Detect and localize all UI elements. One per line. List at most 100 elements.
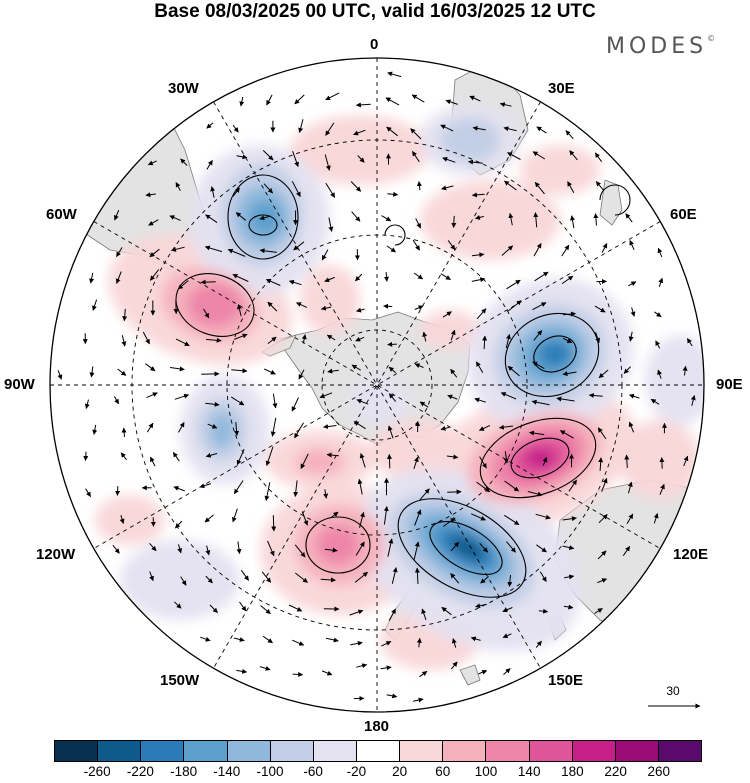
wind-arrow: [422, 331, 428, 342]
wind-arrow: [387, 71, 402, 78]
wind-arrow: [174, 393, 190, 400]
wind-arrow: [421, 608, 427, 621]
wind-arrow: [593, 213, 599, 226]
wind-arrow: [413, 541, 420, 560]
wind-arrow: [471, 277, 486, 283]
wind-arrow: [446, 454, 459, 460]
wind-arrow: [595, 332, 601, 344]
wind-arrow: [201, 371, 220, 377]
brand-name: MODES: [606, 34, 708, 59]
wind-arrow: [227, 248, 246, 257]
wind-arrow: [506, 279, 521, 290]
wind-arrow: [387, 538, 394, 557]
wind-arrow: [414, 305, 424, 310]
map-title: Base 08/03/2025 00 UTC, valid 16/03/2025…: [154, 1, 596, 22]
wind-arrow: [145, 192, 156, 198]
wind-arrow: [298, 369, 305, 380]
wind-arrow: [180, 158, 188, 166]
wind-arrow: [480, 576, 489, 584]
wind-arrow: [267, 301, 278, 312]
wind-arrow: [236, 448, 245, 466]
wind-arrow: [597, 550, 607, 560]
wind-arrow: [149, 542, 157, 552]
wind-arrow: [686, 338, 693, 347]
wind-arrow: [175, 182, 181, 191]
wind-arrow: [236, 154, 248, 160]
wind-arrow: [173, 601, 182, 609]
wind-arrow: [413, 456, 419, 470]
wind-arrow: [320, 305, 332, 311]
wind-arrow: [57, 370, 63, 380]
lon-label-90e: 90E: [716, 376, 743, 393]
wind-arrow: [415, 218, 422, 229]
wind-arrow: [567, 181, 575, 193]
map-border: [49, 57, 705, 713]
wind-arrow: [356, 399, 369, 405]
wind-arrow: [629, 240, 635, 251]
wind-arrow: [114, 209, 120, 221]
wind-arrow: [391, 567, 398, 584]
colorbar-tick-label: 260: [647, 764, 671, 779]
wind-arrow: [388, 608, 396, 621]
wind-arrow: [170, 366, 185, 372]
wind-arrow: [180, 576, 187, 586]
wind-arrow: [266, 94, 273, 106]
wind-arrow: [658, 277, 664, 287]
wind-arrow: [300, 453, 309, 470]
wind-arrow: [556, 396, 575, 402]
wind-arrow: [627, 481, 633, 494]
wind-arrow: [562, 371, 577, 377]
colorbar-segment: [572, 741, 616, 761]
wind-arrow: [350, 640, 363, 646]
wind-arrow: [324, 276, 335, 283]
wind-arrow: [204, 514, 214, 523]
wind-arrow: [503, 126, 517, 132]
wind-arrow: [205, 214, 218, 224]
wind-arrow: [232, 273, 249, 282]
wind-arrow: [234, 333, 248, 340]
wind-arrow: [542, 456, 548, 466]
wind-arrow: [92, 424, 98, 435]
wind-arrow: [601, 243, 608, 253]
lon-label-120w: 120W: [36, 546, 76, 563]
wind-arrow: [235, 212, 247, 221]
wind-arrow: [440, 124, 454, 132]
wind-arrow: [260, 605, 271, 615]
colorbar-tick-label: 60: [435, 764, 451, 779]
wind-arrow: [476, 308, 487, 320]
wind-arrow: [172, 451, 180, 462]
wind-arrow: [503, 668, 511, 675]
wind-arrow: [177, 544, 183, 554]
wind-arrow: [470, 636, 481, 642]
colorbar-ticks: -260 -220 -180 -140 -100 -60 -20 20 60 100 140 180 2…: [54, 764, 702, 782]
lon-label-120e: 120E: [673, 546, 709, 563]
wind-arrow: [233, 637, 245, 642]
wind-arrow: [508, 212, 514, 226]
wind-arrow: [298, 119, 304, 133]
wind-arrow: [292, 639, 305, 646]
wind-arrow: [270, 417, 277, 437]
wind-arrow: [148, 219, 159, 226]
wind-arrow: [262, 635, 273, 644]
wind-arrow: [259, 248, 277, 254]
wind-arrow: [598, 457, 604, 471]
wind-arrow: [292, 671, 304, 677]
wind-arrow: [264, 482, 271, 501]
wind-arrow: [650, 398, 660, 405]
reference-vector-value: 30: [666, 684, 680, 698]
wind-arrow: [294, 422, 304, 439]
wind-arrow: [683, 455, 689, 467]
wind-arrow: [594, 152, 603, 162]
wind-arrow: [416, 637, 422, 648]
wind-arrow: [240, 569, 250, 581]
wind-arrow: [532, 151, 546, 160]
wind-arrow: [383, 506, 389, 525]
wind-arrow: [625, 213, 633, 223]
brand-logo: MODES©: [606, 34, 715, 59]
wind-arrow: [595, 181, 605, 191]
wind-arrow: [442, 311, 452, 318]
wind-arrow: [147, 160, 157, 166]
lon-label-180: 180: [364, 718, 390, 735]
wind-arrow: [262, 150, 274, 161]
lon-label-60e: 60E: [670, 206, 697, 223]
